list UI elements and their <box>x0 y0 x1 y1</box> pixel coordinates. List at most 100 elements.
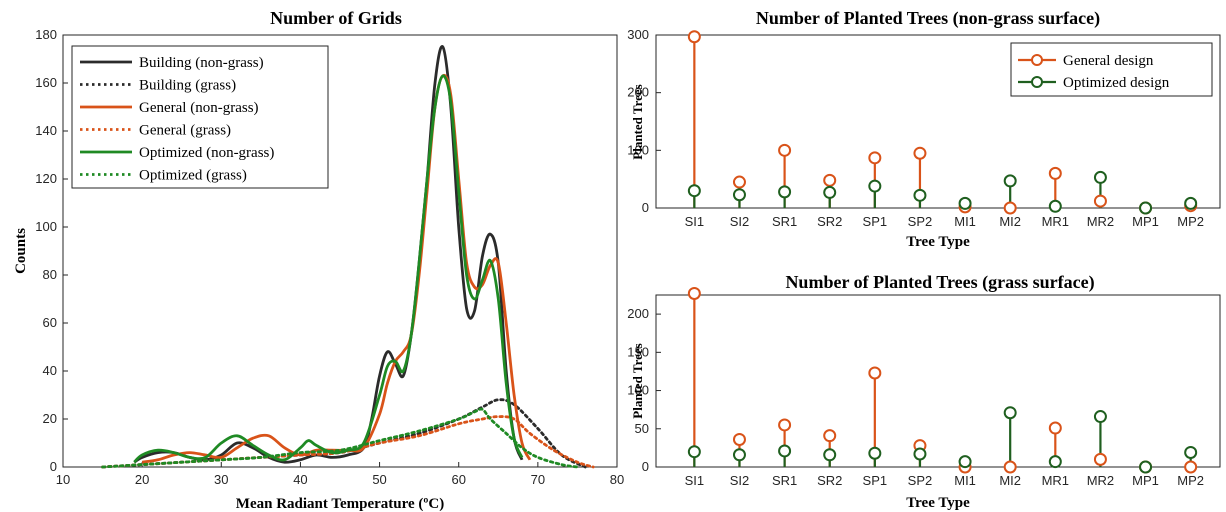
trees-grass-chart: Number of Planted Trees (grass surface) … <box>627 272 1221 511</box>
y-tick-label: 60 <box>43 315 57 330</box>
series-line-3 <box>141 73 532 464</box>
marker-optimized <box>732 188 746 202</box>
marker-optimized <box>1184 196 1198 210</box>
grids-series <box>101 45 595 469</box>
y-tick-label: 0 <box>642 200 649 215</box>
marker-optimized <box>958 455 972 469</box>
marker-general <box>1093 452 1107 466</box>
trees-grass-title: Number of Planted Trees (grass surface) <box>785 272 1094 293</box>
marker-general <box>778 418 792 432</box>
category-label: MR2 <box>1087 214 1114 229</box>
category-label: MP1 <box>1132 214 1159 229</box>
y-tick-label: 180 <box>35 27 57 42</box>
marker-optimized <box>1139 201 1153 215</box>
y-tick-label: 50 <box>635 421 649 436</box>
category-label: SI2 <box>730 214 750 229</box>
marker-general <box>913 146 927 160</box>
trees-nongrass-chart: Number of Planted Trees (non-grass surfa… <box>627 8 1221 250</box>
x-tick-label: 80 <box>610 472 624 487</box>
trees-nongrass-frame <box>655 34 1221 209</box>
marker-general <box>1003 460 1017 474</box>
marker-optimized <box>913 188 927 202</box>
marker-general <box>732 432 746 446</box>
y-tick-label: 200 <box>627 85 649 100</box>
grids-chart-title: Number of Grids <box>270 8 402 28</box>
grids-legend-box <box>71 45 329 189</box>
legend-label-2: Building (grass) <box>139 78 236 94</box>
y-tick-label: 100 <box>35 219 57 234</box>
marker-optimized <box>868 179 882 193</box>
x-tick-label: 10 <box>56 472 70 487</box>
category-label: SP1 <box>863 214 888 229</box>
marker-optimized <box>732 448 746 462</box>
trees-nongrass-ticks: SI1 SI2 SR1 SR2 SP1 SP2 MI1 MI2 MR1 MR2 MP1 MP2 0 100… <box>627 27 1204 229</box>
y-tick-label: 150 <box>627 344 649 359</box>
trees-legend: General design Optimized design <box>1010 42 1213 97</box>
category-label: MI2 <box>999 214 1021 229</box>
marker-general <box>732 175 746 189</box>
marker-optimized <box>1184 445 1198 459</box>
grids-legend: Building (non-grass) Building (grass) Gene… <box>71 45 329 189</box>
marker-optimized <box>823 448 837 462</box>
marker-general <box>1093 194 1107 208</box>
y-tick-label: 120 <box>35 171 57 186</box>
category-label: MI2 <box>999 473 1021 488</box>
category-label: MI1 <box>954 214 976 229</box>
grids-chart: Number of Grids 10 20 30 40 50 60 70 80 0 20 40 60 8… <box>13 8 624 512</box>
marker-general <box>1048 421 1062 435</box>
category-label: SR1 <box>772 214 797 229</box>
trees-legend-label-1: General design <box>1063 53 1154 69</box>
category-label: MI1 <box>954 473 976 488</box>
y-tick-label: 0 <box>50 459 57 474</box>
series-line-5 <box>133 74 524 464</box>
category-label: MP1 <box>1132 473 1159 488</box>
x-tick-label: 70 <box>531 472 545 487</box>
trees-grass-frame <box>655 294 1221 468</box>
series-line-6 <box>101 407 579 469</box>
y-tick-label: 200 <box>627 306 649 321</box>
marker-optimized <box>687 445 701 459</box>
legend-label-1: Building (non-grass) <box>139 55 264 71</box>
y-tick-label: 100 <box>627 383 649 398</box>
marker-general <box>687 286 701 300</box>
category-label: SI2 <box>730 473 750 488</box>
trees-legend-box <box>1010 42 1213 97</box>
marker-optimized <box>1003 174 1017 188</box>
category-label: SP2 <box>908 473 933 488</box>
trees-nongrass-series <box>687 30 1198 215</box>
grids-y-label: Counts <box>13 228 29 274</box>
marker-optimized <box>1048 455 1062 469</box>
marker-optimized <box>687 184 701 198</box>
marker-optimized <box>1139 460 1153 474</box>
marker-general <box>823 173 837 187</box>
marker-optimized <box>823 185 837 199</box>
grids-x-label: Mean Radiant Temperature (ºC) <box>236 496 444 512</box>
trees-nongrass-title: Number of Planted Trees (non-grass surfa… <box>756 8 1100 29</box>
y-tick-label: 140 <box>35 123 57 138</box>
category-label: SP2 <box>908 214 933 229</box>
y-tick-label: 20 <box>43 411 57 426</box>
legend-label-4: General (grass) <box>139 123 231 139</box>
category-label: SP1 <box>863 473 888 488</box>
trees-nongrass-y-label: Planted Trees <box>630 84 645 159</box>
x-tick-label: 30 <box>214 472 228 487</box>
marker-general <box>1048 166 1062 180</box>
x-tick-label: 20 <box>135 472 149 487</box>
marker-optimized <box>778 444 792 458</box>
y-tick-label: 100 <box>627 142 649 157</box>
marker-optimized <box>1048 199 1062 213</box>
category-label: SR2 <box>817 473 842 488</box>
legend-label-5: Optimized (non-grass) <box>139 145 274 161</box>
trees-grass-series <box>687 286 1198 474</box>
marker-general <box>868 151 882 165</box>
x-tick-label: 60 <box>451 472 465 487</box>
y-tick-label: 80 <box>43 267 57 282</box>
category-label: MR1 <box>1042 214 1069 229</box>
marker-optimized <box>958 196 972 210</box>
y-tick-label: 40 <box>43 363 57 378</box>
marker-general <box>868 366 882 380</box>
marker-general <box>778 143 792 157</box>
legend-label-6: Optimized (grass) <box>139 168 247 184</box>
marker-general <box>1003 201 1017 215</box>
